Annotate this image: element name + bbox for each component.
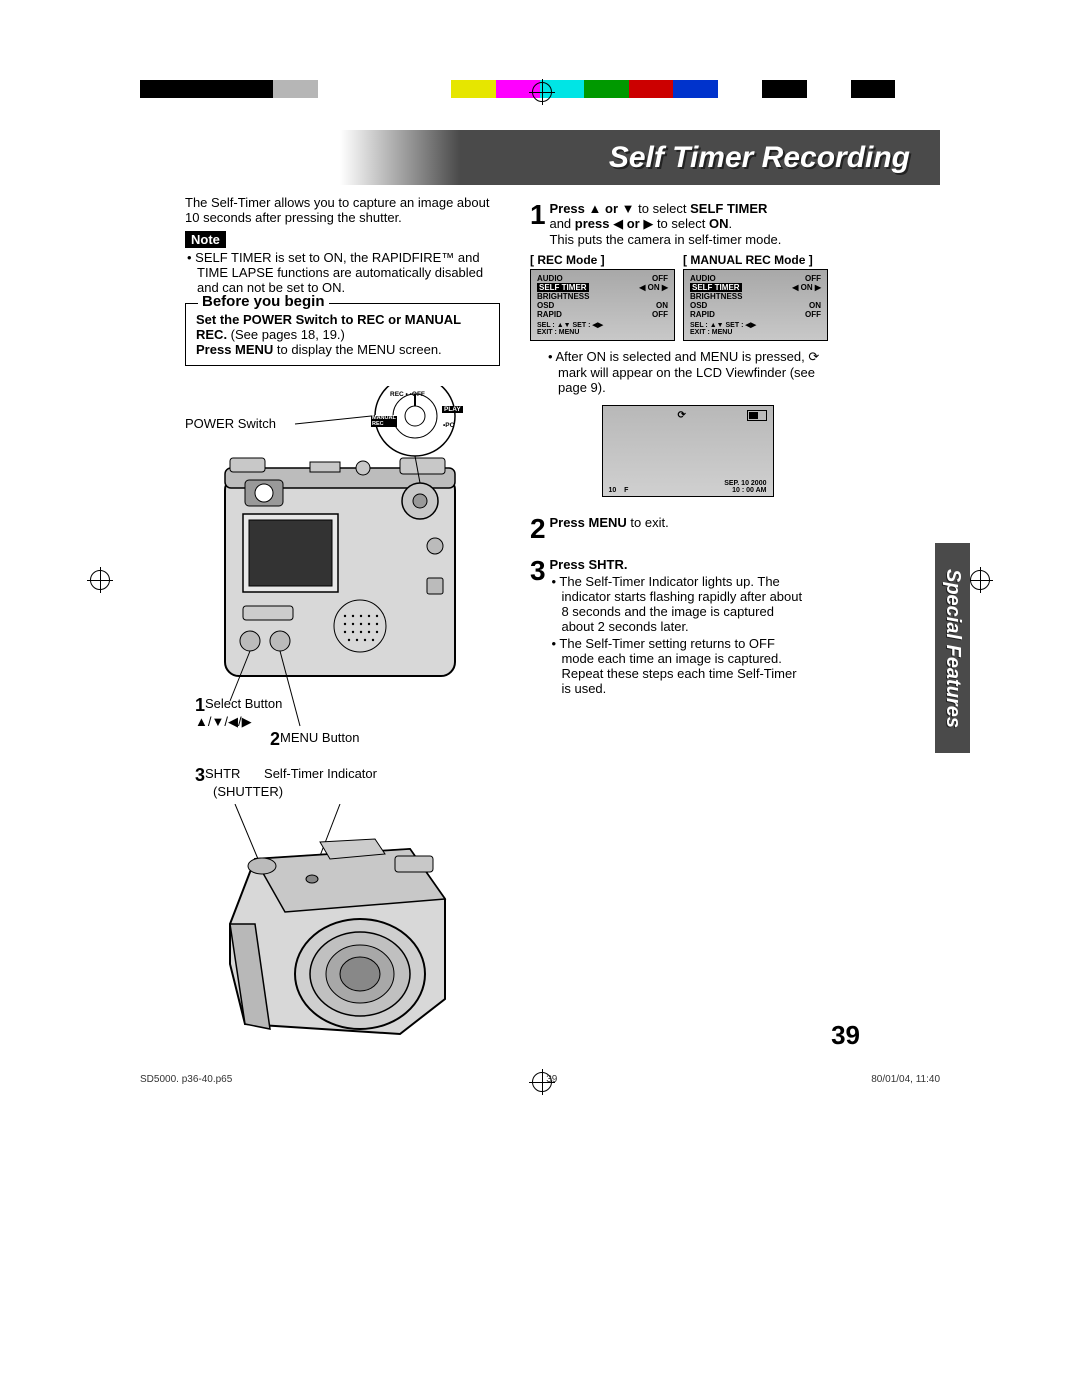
dial-pc: PC bbox=[445, 422, 454, 429]
self-timer-indicator-label: Self-Timer Indicator bbox=[264, 766, 377, 781]
camera-back-diagram: POWER Switch bbox=[185, 386, 500, 766]
step-3-num: 3 bbox=[530, 557, 546, 585]
callout-1-num: 1 bbox=[195, 696, 205, 714]
step-1-num: 1 bbox=[530, 201, 546, 229]
footer: SD5000. p36-40.p65 39 80/01/04, 11:40 bbox=[140, 1073, 940, 1085]
content-area: The Self-Timer allows you to capture an … bbox=[185, 195, 845, 1084]
lcd-viewfinder-screenshot: ⟳ SEP. 10 2000 10 : 00 AM 10 F bbox=[602, 405, 774, 497]
step-2-text: Press MENU to exit. bbox=[549, 515, 809, 530]
dial-off: OFF bbox=[412, 391, 425, 398]
rec-mode-title: [ REC Mode ] bbox=[530, 253, 675, 267]
title-bar: Self Timer Recording bbox=[140, 130, 940, 185]
step-3-text: Press SHTR. • The Self-Timer Indicator l… bbox=[549, 557, 809, 696]
page-number: 39 bbox=[831, 1020, 860, 1051]
before-begin-line1b: (See pages 18, 19.) bbox=[227, 327, 345, 342]
register-mark-right bbox=[970, 570, 990, 590]
right-column: 1 Press ▲ or ▼ to select SELF TIMER and … bbox=[530, 195, 845, 1084]
shutter-label: (SHUTTER) bbox=[213, 784, 500, 799]
before-begin-line2a: Press MENU bbox=[196, 342, 273, 357]
dial-rec: REC bbox=[390, 391, 404, 398]
register-mark-top bbox=[532, 82, 552, 102]
after-menu-note: • After ON is selected and MENU is press… bbox=[530, 349, 845, 395]
before-begin-line2b: to display the MENU screen. bbox=[273, 342, 441, 357]
callout-3-num: 3 bbox=[195, 766, 205, 784]
register-mark-left bbox=[90, 570, 110, 590]
step-2-num: 2 bbox=[530, 515, 546, 543]
lcd-date: SEP. 10 2000 bbox=[724, 480, 766, 487]
dial-manual: MANUALREC bbox=[371, 416, 397, 427]
page: Self Timer Recording The Self-Timer allo… bbox=[0, 0, 1080, 1397]
intro-text: The Self-Timer allows you to capture an … bbox=[185, 195, 500, 225]
footer-pg: 39 bbox=[546, 1074, 557, 1085]
lcd-time: 10 : 00 AM bbox=[724, 487, 766, 494]
left-column: The Self-Timer allows you to capture an … bbox=[185, 195, 500, 1084]
step-3-bullet-2: The Self-Timer setting returns to OFF mo… bbox=[559, 636, 796, 696]
note-label: Note bbox=[185, 231, 226, 248]
footer-datetime: 80/01/04, 11:40 bbox=[871, 1074, 940, 1085]
manual-menu-screenshot: AUDIOOFFSELF TIMER◀ ON ▶BRIGHTNESSOSDONR… bbox=[683, 269, 828, 341]
arrow-indicators: ▲/▼/◀/▶ bbox=[195, 714, 282, 730]
rec-menu-screenshot: AUDIOOFFSELF TIMER◀ ON ▶BRIGHTNESSOSDONR… bbox=[530, 269, 675, 341]
camera-front-diagram bbox=[185, 804, 500, 1084]
step-1-text: Press ▲ or ▼ to select SELF TIMER and pr… bbox=[549, 201, 809, 247]
shtr-label: SHTR bbox=[205, 766, 240, 781]
timer-icon: ⟳ bbox=[678, 410, 686, 421]
lcd-f: F bbox=[624, 487, 628, 494]
note-text: • SELF TIMER is set to ON, the RAPIDFIRE… bbox=[185, 250, 500, 295]
callout-2-num: 2 bbox=[270, 730, 280, 748]
before-you-begin-box: Before you begin Set the POWER Switch to… bbox=[185, 303, 500, 366]
page-title: Self Timer Recording bbox=[609, 141, 910, 175]
lcd-ten: 10 bbox=[609, 487, 617, 494]
select-button-label: Select Button bbox=[205, 696, 282, 711]
before-begin-legend: Before you begin bbox=[198, 293, 329, 310]
footer-file: SD5000. p36-40.p65 bbox=[140, 1074, 232, 1085]
dial-play: PLAY bbox=[442, 406, 463, 413]
step-3-bullet-1: The Self-Timer Indicator lights up. The … bbox=[559, 574, 802, 634]
manual-rec-mode-title: [ MANUAL REC Mode ] bbox=[683, 253, 828, 267]
menu-button-label: MENU Button bbox=[280, 730, 359, 745]
section-tab: Special Features bbox=[935, 543, 970, 753]
